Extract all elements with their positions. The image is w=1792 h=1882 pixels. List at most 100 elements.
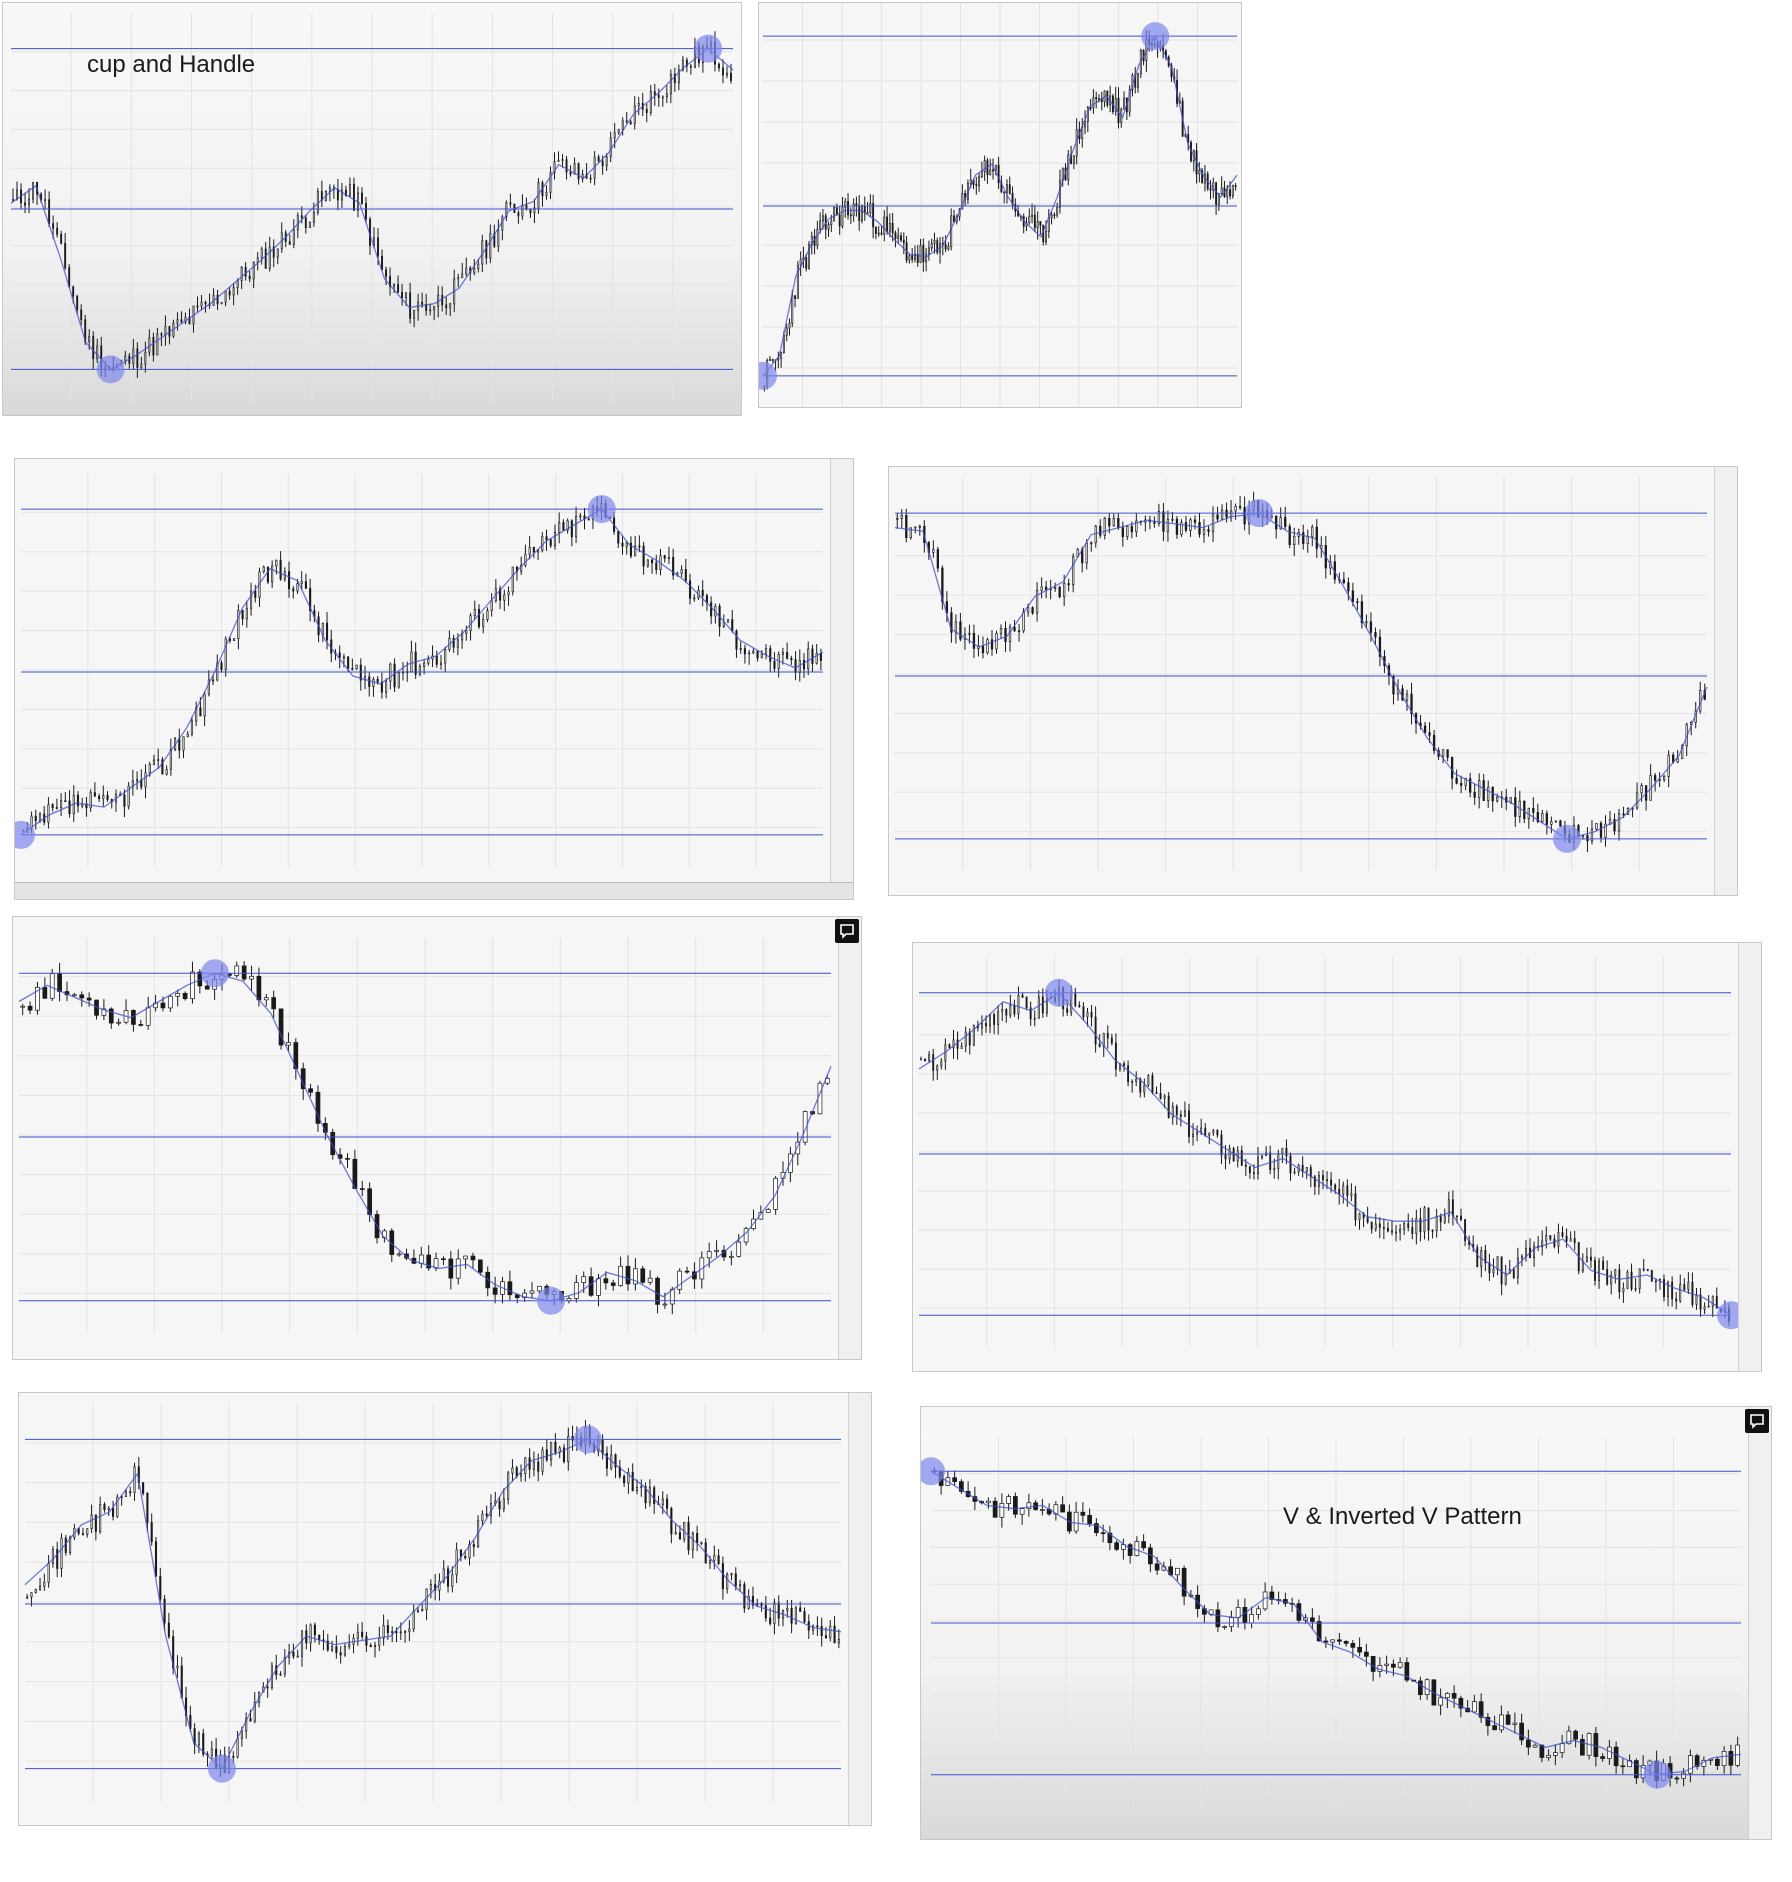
candle-body: [1240, 1150, 1243, 1166]
candle-body: [933, 240, 936, 244]
candle-body: [1419, 1218, 1422, 1233]
candle-body: [144, 772, 147, 788]
candle-body: [605, 156, 608, 167]
candle-body: [507, 1281, 513, 1296]
candle-body: [1006, 1496, 1011, 1504]
candle-body: [1342, 1185, 1345, 1195]
candle-body: [232, 1755, 235, 1758]
candle-body: [1460, 1215, 1462, 1220]
candle-body: [726, 1574, 729, 1590]
candle-body: [545, 191, 548, 197]
candle-body: [486, 610, 489, 620]
candle-body: [541, 536, 544, 551]
candle-body: [1019, 1508, 1025, 1515]
candle-body: [1117, 97, 1120, 124]
candle-body: [1243, 507, 1246, 525]
candle-body: [947, 246, 950, 250]
candle-body: [503, 594, 506, 601]
candle-body: [900, 515, 903, 519]
candle-body: [1445, 1693, 1450, 1699]
candle-body: [393, 663, 396, 688]
candle-body: [964, 1031, 967, 1047]
candle-body: [1220, 187, 1223, 194]
chart-caption-v-pattern: V & Inverted V Pattern: [1283, 1503, 1522, 1530]
chart-panel-descending-channel: [912, 942, 1762, 1372]
candle-body: [216, 662, 219, 681]
candle-body: [640, 1486, 643, 1488]
candle-body: [249, 590, 253, 609]
candle-body: [47, 804, 50, 823]
candle-body: [64, 800, 67, 803]
candle-body: [684, 569, 687, 582]
candle-body: [911, 255, 914, 260]
candle-body: [691, 1533, 694, 1551]
candle-body: [764, 648, 768, 655]
candle-body: [968, 1031, 971, 1046]
candle-body: [154, 1541, 158, 1577]
candle-body: [1127, 1544, 1133, 1556]
candle-body: [152, 759, 156, 765]
candle-body: [1606, 1269, 1609, 1285]
candle-body: [520, 564, 523, 572]
candle-body: [44, 199, 47, 202]
candle-body: [172, 1636, 175, 1669]
candle-body: [888, 223, 891, 232]
candle-body: [90, 1514, 93, 1529]
candle-body: [936, 240, 939, 253]
candle-body: [489, 232, 492, 259]
candle-body: [1044, 586, 1048, 590]
candle-body: [883, 216, 886, 235]
candle-body: [1536, 812, 1539, 823]
candle-body: [657, 94, 660, 98]
candle-body: [647, 1277, 653, 1283]
candle-body: [1604, 823, 1607, 838]
candle-body: [1073, 1511, 1079, 1532]
candle-body: [433, 305, 436, 311]
candle-body: [418, 666, 421, 675]
candle-body: [159, 1575, 162, 1600]
candle-body: [161, 759, 164, 775]
candle-body: [830, 220, 833, 225]
candle-body: [199, 707, 202, 717]
candle-body: [621, 120, 624, 131]
candle-body: [532, 1461, 535, 1470]
chat-button[interactable]: [835, 919, 859, 943]
candle-body: [96, 345, 99, 360]
candle-body: [1447, 1199, 1450, 1217]
chart-panel-triangle: [14, 458, 854, 900]
candle-body: [997, 1011, 1000, 1026]
candle-body: [511, 566, 514, 593]
candle-body: [621, 542, 624, 547]
candle-body: [1559, 820, 1562, 827]
candle-body: [577, 163, 580, 180]
candle-body: [730, 72, 732, 81]
candle-body: [638, 545, 641, 548]
candle-body: [182, 992, 188, 1000]
candle-body: [1175, 1567, 1180, 1576]
candle-body: [232, 287, 235, 296]
candle-body: [1573, 1238, 1576, 1243]
chat-button[interactable]: [1745, 1409, 1769, 1433]
candle-body: [423, 662, 426, 667]
candle-body: [1106, 1032, 1109, 1039]
candle-body: [1397, 1662, 1403, 1668]
candle-body: [748, 652, 751, 655]
candle-body: [459, 1549, 462, 1557]
candle-body: [721, 1563, 724, 1590]
candle-body: [492, 1287, 498, 1295]
candle-body: [708, 1560, 712, 1564]
candle-body: [136, 779, 139, 782]
candle-body: [368, 676, 371, 687]
candle-body: [1296, 1603, 1302, 1621]
candle-body: [446, 1568, 450, 1587]
candle-body: [952, 1039, 955, 1049]
candle-body: [914, 526, 917, 529]
candle-body: [376, 678, 379, 683]
highlight-marker: [1045, 978, 1073, 1007]
candle-body: [1033, 1017, 1036, 1020]
candle-body: [1715, 1758, 1720, 1766]
candle-body: [777, 1602, 780, 1619]
candle-body: [1443, 1215, 1446, 1223]
candle-body: [1229, 189, 1231, 197]
candle-body: [1235, 1606, 1241, 1619]
